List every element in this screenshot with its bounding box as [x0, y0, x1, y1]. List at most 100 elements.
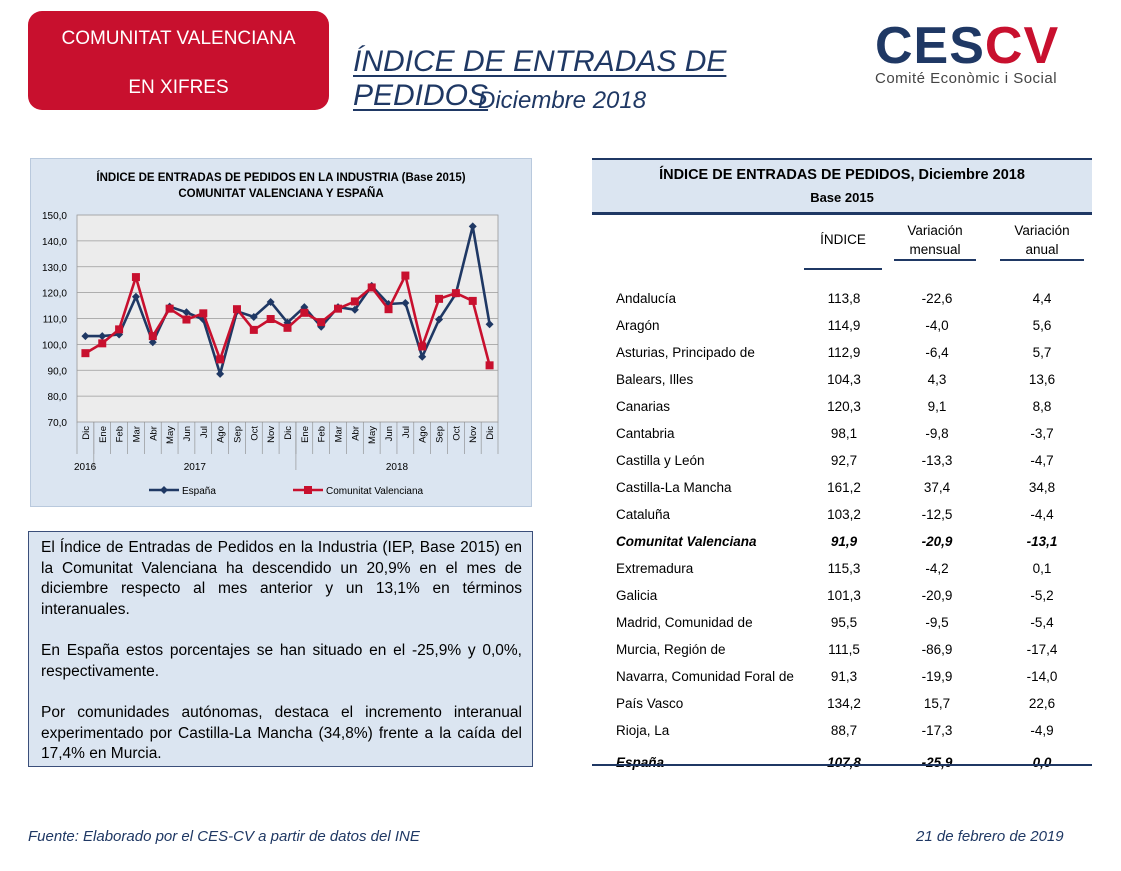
cell-anual: 34,8 [1028, 480, 1056, 495]
cell-anual: 8,8 [1032, 399, 1052, 414]
table-row: Balears, Illes 104,3 4,3 13,6 [592, 372, 1092, 399]
cell-name: Comunitat Valenciana [616, 534, 757, 549]
data-point-espana [435, 315, 444, 324]
cell-anual: -4,7 [1030, 453, 1054, 468]
x-tick-label: Dic [283, 426, 294, 440]
data-point-cv [334, 304, 343, 313]
table-row: Asturias, Principado de 112,9 -6,4 5,7 [592, 345, 1092, 372]
cell-indice: 104,3 [827, 372, 861, 387]
cell-mensual: -6,4 [925, 345, 949, 360]
footer-source: Fuente: Elaborado por el CES-CV a partir… [28, 828, 420, 845]
col-header-indice: ÍNDICE [804, 230, 882, 270]
data-point-cv [384, 305, 393, 314]
cell-name: Canarias [616, 399, 671, 414]
cell-anual: 13,6 [1028, 372, 1056, 387]
cell-mensual: -19,9 [921, 669, 953, 684]
cell-indice: 107,8 [827, 755, 861, 770]
data-point-espana [148, 338, 157, 347]
col-anual-line1: Variación [1014, 223, 1070, 238]
data-point-cv [350, 297, 359, 306]
year-label: 2016 [74, 462, 97, 473]
cell-name: Castilla-La Mancha [616, 480, 732, 495]
legend-marker [304, 486, 312, 494]
cell-indice: 103,2 [827, 507, 861, 522]
x-tick-label: Mar [131, 426, 142, 442]
x-tick-label: Sep [232, 426, 243, 443]
footer-date: 21 de febrero de 2019 [916, 828, 1064, 845]
x-tick-label: Jun [182, 426, 193, 441]
chart-subtitle: COMUNITAT VALENCIANA Y ESPAÑA [178, 187, 383, 200]
x-tick-label: Feb [115, 426, 126, 442]
table-header: ÍNDICE DE ENTRADAS DE PEDIDOS, Diciembre… [592, 158, 1092, 215]
line-chart: ÍNDICE DE ENTRADAS DE PEDIDOS EN LA INDU… [42, 171, 499, 497]
x-tick-label: Feb [317, 426, 328, 442]
data-point-cv [182, 315, 191, 324]
x-tick-label: Ene [98, 426, 109, 443]
table-row: Navarra, Comunidad Foral de 91,3 -19,9 -14,… [592, 669, 1092, 696]
cell-mensual: -17,3 [921, 723, 953, 738]
cell-mensual: -20,9 [921, 588, 953, 603]
x-tick-label: Sep [435, 426, 446, 443]
legend-marker [160, 486, 168, 494]
x-tick-label: Dic [485, 426, 496, 440]
data-point-cv [199, 309, 208, 318]
x-tick-label: Oct [451, 426, 462, 441]
cell-indice: 88,7 [830, 723, 858, 738]
logo-text-cv: CV [984, 17, 1060, 75]
data-point-cv [367, 283, 376, 292]
line-chart-panel: ÍNDICE DE ENTRADAS DE PEDIDOS EN LA INDU… [30, 158, 532, 507]
table-row: Murcia, Región de 111,5 -86,9 -17,4 [592, 642, 1092, 669]
x-tick-label: Abr [350, 426, 361, 441]
x-tick-label: Nov [266, 426, 277, 443]
y-tick-label: 70,0 [48, 418, 68, 429]
data-point-espana [81, 332, 90, 341]
col-mensual-line2: mensual [909, 242, 961, 257]
cell-anual: -4,4 [1030, 507, 1054, 522]
table-row: Galicia 101,3 -20,9 -5,2 [592, 588, 1092, 615]
data-point-cv [216, 355, 225, 364]
cell-anual: -14,0 [1026, 669, 1058, 684]
page-subtitle: Diciembre 2018 [478, 87, 647, 114]
cell-indice: 111,5 [828, 642, 860, 657]
cell-anual: 0,1 [1032, 561, 1052, 576]
cell-name: Madrid, Comunidad de [616, 615, 753, 630]
y-tick-label: 140,0 [42, 237, 67, 248]
summary-paragraph-3: Por comunidades autónomas, destaca el in… [41, 704, 522, 762]
col-indice-label: ÍNDICE [820, 232, 866, 247]
data-point-cv [418, 342, 427, 351]
year-label: 2018 [386, 462, 409, 473]
cell-indice: 115,3 [827, 561, 861, 576]
cell-mensual: -9,8 [925, 426, 949, 441]
cell-mensual: -86,9 [921, 642, 953, 657]
data-point-cv [232, 305, 241, 314]
data-point-cv [300, 308, 309, 317]
data-point-cv [249, 325, 258, 334]
y-tick-label: 150,0 [42, 211, 67, 222]
cell-mensual: -13,3 [921, 453, 953, 468]
cell-indice: 101,3 [827, 588, 861, 603]
data-point-cv [468, 296, 477, 305]
cell-mensual: -9,5 [925, 615, 949, 630]
table-row: Canarias 120,3 9,1 8,8 [592, 399, 1092, 426]
cell-name: Cataluña [616, 507, 671, 522]
cell-mensual: -4,0 [925, 318, 949, 333]
data-point-espana [283, 318, 292, 327]
cell-anual: -4,9 [1030, 723, 1054, 738]
data-point-cv [451, 289, 460, 298]
cell-indice: 134,2 [827, 696, 861, 711]
x-tick-label: Abr [148, 426, 159, 441]
chart-title: ÍNDICE DE ENTRADAS DE PEDIDOS EN LA INDU… [96, 171, 465, 184]
data-point-cv [98, 339, 107, 348]
data-point-cv [81, 349, 90, 358]
table-row: Castilla-La Mancha 161,2 37,4 34,8 [592, 480, 1092, 507]
cell-name: Balears, Illes [616, 372, 694, 387]
data-point-cv [283, 323, 292, 332]
data-point-espana [266, 297, 275, 306]
x-tick-label: Mar [334, 426, 345, 442]
y-tick-label: 80,0 [48, 392, 68, 403]
summary-panel: El Índice de Entradas de Pedidos en la I… [28, 531, 533, 767]
cell-mensual: 15,7 [923, 696, 951, 711]
cell-anual: 0,0 [1032, 755, 1052, 770]
data-point-espana [468, 222, 477, 231]
cell-indice: 113,8 [827, 291, 861, 306]
